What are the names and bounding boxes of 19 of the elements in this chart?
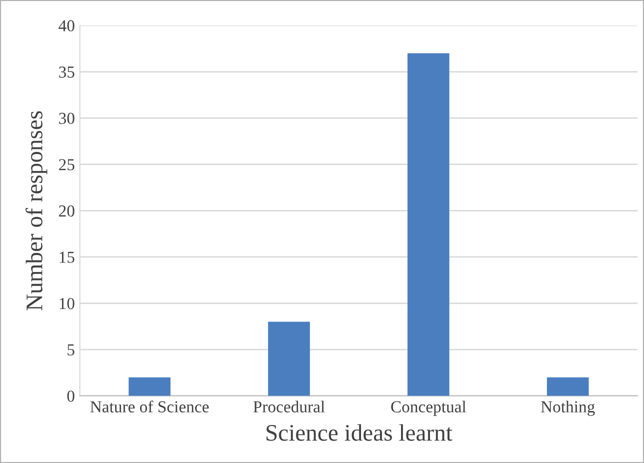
y-tick-label: 10 (60, 298, 74, 310)
x-tick-label: Procedural (253, 400, 325, 412)
y-tick-label: 20 (59, 205, 74, 217)
x-axis-title: Science ideas learnt (266, 424, 452, 441)
y-tick-label: 15 (60, 252, 74, 263)
bar (408, 53, 450, 396)
bar (546, 377, 589, 396)
y-tick-label: 40 (58, 20, 74, 32)
x-tick-label: Nature of Science (90, 400, 209, 412)
bar (128, 377, 170, 396)
y-tick-label: 35 (59, 66, 74, 78)
bar (268, 322, 310, 396)
x-tick-label: Conceptual (391, 400, 466, 416)
y-axis-title: Number of responses (26, 111, 48, 310)
y-tick-label: 30 (59, 112, 74, 124)
y-tick-label: 25 (59, 159, 74, 170)
y-tick-label: 0 (67, 390, 74, 402)
y-tick-label: 5 (68, 344, 74, 356)
x-tick-label: Nothing (541, 400, 595, 416)
